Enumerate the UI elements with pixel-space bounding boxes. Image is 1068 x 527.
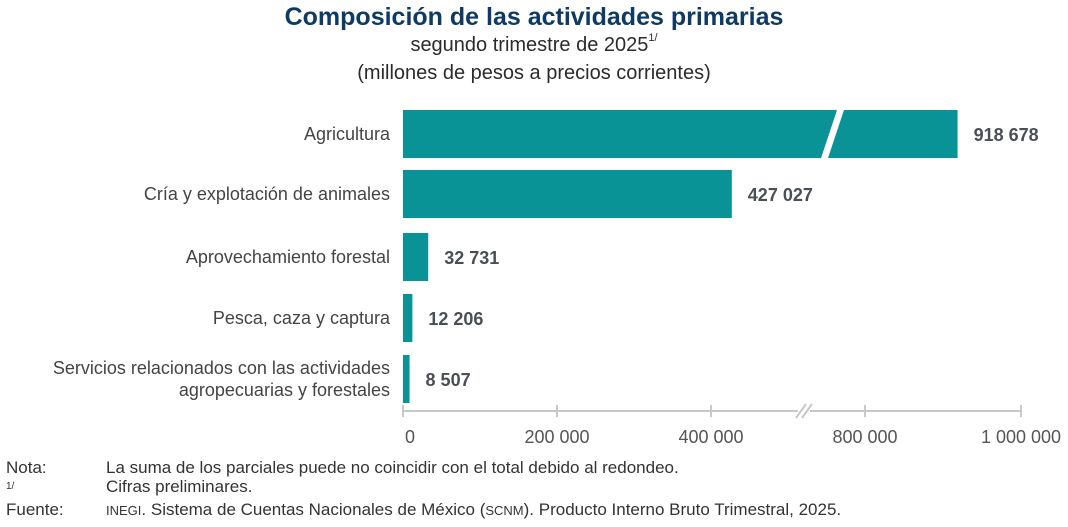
bar-chart: Agricultura 918 678 Cría y explotación de …: [53, 109, 1061, 447]
source-acronym: SCNM: [485, 502, 524, 518]
note-text: La suma de los parciales puede no coinci…: [106, 458, 679, 477]
bar-3: [403, 294, 413, 342]
footnote-mark: 1/: [6, 481, 15, 492]
x-tick-label-4: 1 000 000: [981, 427, 1061, 447]
category-label-1: Cría y explotación de animales: [144, 184, 390, 204]
data-label-3: 12 206: [428, 309, 483, 329]
bar-break-line: [819, 109, 837, 159]
footnote-row: 1/ Cifras preliminares.: [6, 477, 841, 500]
x-tick-label-0: 0: [405, 427, 415, 447]
subtitle-text: segundo trimestre de 2025: [410, 34, 649, 56]
source-label: Fuente:: [6, 499, 64, 519]
x-tick-label-1: 200 000: [524, 427, 589, 447]
category-label-4: Servicios relacionados con las actividad…: [53, 358, 390, 400]
data-label-4: 8 507: [426, 370, 471, 390]
category-label-3: Pesca, caza y captura: [213, 308, 391, 328]
category-label-0: Agricultura: [304, 124, 391, 144]
data-label-0: 918 678: [974, 125, 1039, 145]
note-label: Nota:: [6, 458, 47, 477]
note-row: Nota: La suma de los parciales puede no …: [6, 458, 841, 477]
source-row: Fuente: INEGI. Sistema de Cuentas Nacion…: [6, 500, 841, 520]
bar-2: [403, 233, 429, 281]
bar-1: [403, 170, 732, 218]
data-label-1: 427 027: [748, 185, 813, 205]
footnote-text: Cifras preliminares.: [106, 477, 253, 496]
source-text: INEGI. Sistema de Cuentas Nacionales de …: [106, 499, 842, 519]
category-label-2: Aprovechamiento forestal: [186, 247, 390, 267]
data-label-2: 32 731: [444, 248, 499, 268]
chart-units-label: (millones de pesos a precios corrientes): [357, 62, 711, 84]
chart-subtitle: segundo trimestre de 20251/: [0, 32, 1068, 57]
subtitle-footnote-mark: 1/: [648, 32, 658, 44]
x-tick-label-2: 400 000: [678, 427, 743, 447]
source-org: INEGI: [106, 502, 142, 518]
bar-4: [403, 355, 410, 403]
axis-break-line: [795, 403, 807, 419]
axis-break-gap: [798, 405, 810, 417]
chart-title: Composición de las actividades primarias: [284, 3, 784, 31]
axis-break-line: [801, 403, 813, 419]
bar-0: [403, 110, 958, 158]
bar-break-gap: [820, 110, 844, 158]
x-tick-label-3: 800 000: [832, 427, 897, 447]
chart-notes: Nota: La suma de los parciales puede no …: [6, 458, 841, 520]
